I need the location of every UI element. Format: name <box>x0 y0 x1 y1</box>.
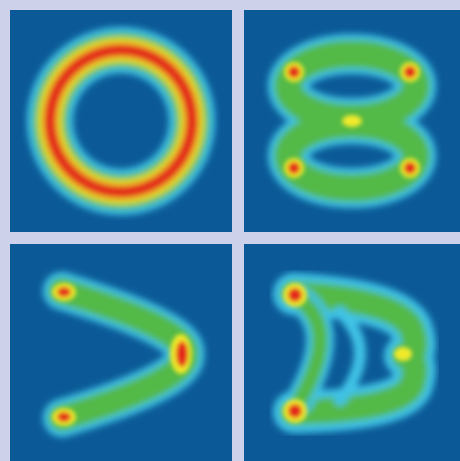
page: (() => { const data = JSON.parse(documen… <box>0 0 460 461</box>
heatmap-grid <box>0 0 460 461</box>
panel-ring <box>10 10 232 232</box>
panel-figure-eight <box>244 10 460 232</box>
panel-v-shape <box>10 244 232 461</box>
panel-arrow-shape <box>244 244 460 461</box>
